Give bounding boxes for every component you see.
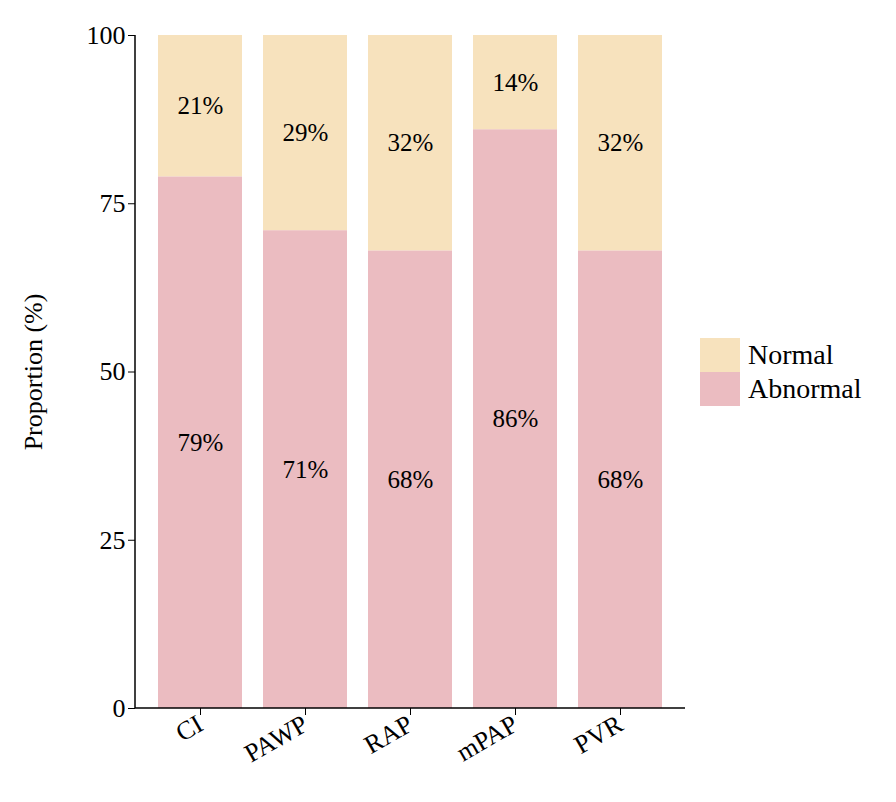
svg-text:mPAP: mPAP: [451, 709, 522, 767]
svg-text:CI: CI: [171, 709, 208, 747]
svg-text:PAWP: PAWP: [239, 709, 312, 768]
svg-text:0: 0: [113, 694, 126, 723]
svg-text:100: 100: [87, 21, 126, 50]
svg-text:14%: 14%: [493, 69, 539, 96]
svg-text:29%: 29%: [283, 119, 329, 146]
svg-text:PVR: PVR: [569, 709, 628, 760]
html-text:Normal: Normal: [748, 339, 834, 370]
svg-text:Proportion (%): Proportion (%): [19, 294, 48, 451]
svg-text:32%: 32%: [598, 129, 644, 156]
svg-text:32%: 32%: [388, 129, 434, 156]
svg-text:71%: 71%: [283, 456, 329, 483]
svg-text:75: 75: [100, 189, 126, 218]
svg-text:50: 50: [100, 357, 126, 386]
svg-text:RAP: RAP: [359, 709, 417, 759]
svg-text:21%: 21%: [178, 92, 224, 119]
svg-text:68%: 68%: [598, 466, 644, 493]
svg-text:25: 25: [100, 526, 126, 555]
svg-text:86%: 86%: [493, 405, 539, 432]
svg-text:68%: 68%: [388, 466, 434, 493]
svg-text:79%: 79%: [178, 429, 224, 456]
html-text:Abnormal: Abnormal: [748, 373, 862, 404]
